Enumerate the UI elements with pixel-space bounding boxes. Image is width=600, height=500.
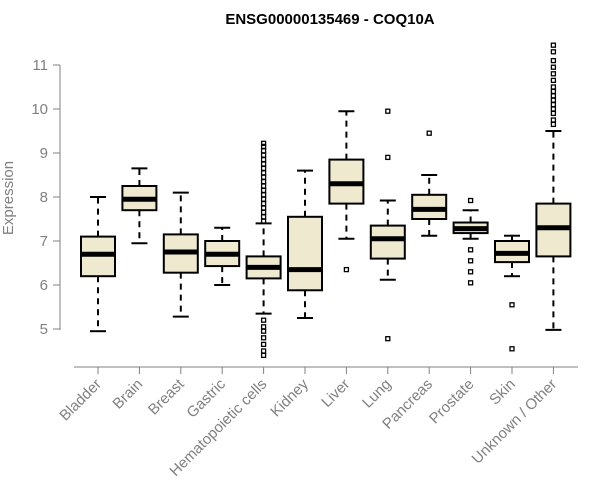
outlier-point (260, 348, 267, 354)
x-tick-label: Brain (109, 376, 146, 413)
outlier-point (260, 174, 267, 180)
outlier-point (260, 148, 267, 154)
outlier-point (467, 280, 474, 286)
outlier-point (260, 218, 267, 224)
outlier-point (550, 42, 557, 48)
outlier-point (550, 110, 557, 117)
y-tick-label: 5 (40, 321, 48, 338)
box-pancreas (411, 130, 448, 237)
outlier-point (509, 302, 515, 308)
outlier-point (550, 97, 557, 103)
box-prostate (452, 197, 489, 286)
outlier-point (260, 143, 267, 150)
outlier-point (550, 93, 557, 99)
outlier-point (550, 57, 557, 64)
x-tick-label: Skin (486, 376, 519, 409)
x-tick-label: Breast (145, 375, 188, 418)
outlier-point (467, 197, 474, 204)
y-tick-label: 11 (32, 57, 48, 74)
y-tick-label: 10 (31, 101, 48, 118)
x-tick-label: Bladder (56, 376, 105, 425)
x-tick-label: Prostate (426, 376, 478, 428)
outlier-point (509, 346, 515, 352)
x-tick-label: Lung (359, 376, 395, 412)
box-breast (162, 191, 199, 318)
y-tick-label: 8 (40, 189, 48, 206)
box-liver (328, 110, 365, 273)
y-tick-label: 6 (40, 277, 48, 294)
outlier-point (550, 101, 557, 108)
box-brain (121, 167, 158, 245)
outlier-point (550, 121, 557, 128)
box-skin (494, 234, 530, 352)
outlier-point (467, 247, 474, 253)
outlier-point (550, 84, 557, 90)
outlier-point (550, 71, 557, 77)
outlier-point (260, 200, 267, 207)
outlier-point (550, 64, 557, 70)
box-hematopoietic-cells (245, 140, 282, 359)
outlier-point (260, 178, 267, 185)
outlier-point (385, 108, 391, 114)
outlier-point (467, 258, 474, 264)
outlier-point (260, 161, 267, 167)
outlier-point (260, 192, 267, 198)
outlier-point (385, 336, 391, 342)
outlier-point (260, 187, 267, 194)
chart-title: ENSG00000135469 - COQ10A (225, 11, 434, 28)
outlier-point (550, 77, 557, 84)
outlier-point (343, 266, 350, 273)
outlier-point (260, 170, 267, 176)
y-axis-label: Expression (0, 161, 17, 235)
outlier-point (385, 154, 391, 161)
box-gastric (204, 226, 241, 286)
outlier-point (260, 183, 267, 189)
outlier-point (260, 196, 267, 202)
iqr-box (369, 224, 406, 260)
iqr-box (287, 215, 323, 292)
outlier-point (260, 352, 267, 359)
outlier-point (260, 317, 267, 323)
outlier-point (260, 335, 267, 341)
outlier-point (260, 328, 267, 334)
outlier-point (260, 165, 267, 172)
x-tick-label: Liver (318, 376, 353, 411)
outlier-point (260, 341, 267, 348)
outlier-point (260, 140, 267, 146)
outlier-point (260, 209, 267, 216)
outlier-point (550, 49, 557, 55)
outlier-point (550, 88, 557, 95)
outlier-point (260, 152, 267, 158)
box-bladder (80, 196, 116, 333)
y-axis-ticks: 5 6 7 8 9 10 11 (31, 57, 60, 338)
outlier-point (260, 324, 267, 330)
y-tick-label: 7 (40, 233, 48, 250)
box-kidney (287, 169, 323, 319)
box-unknown-other (535, 42, 572, 331)
outlier-point (260, 156, 267, 163)
box-lung (369, 108, 406, 342)
outlier-point (550, 106, 557, 112)
outlier-point (260, 205, 267, 211)
y-tick-label: 9 (40, 145, 48, 162)
boxes-group (80, 42, 572, 359)
x-tick-label: Kidney (267, 375, 312, 420)
outlier-point (260, 214, 267, 220)
outlier-point (426, 130, 432, 136)
outlier-point (467, 269, 474, 275)
outlier-point (550, 117, 557, 123)
